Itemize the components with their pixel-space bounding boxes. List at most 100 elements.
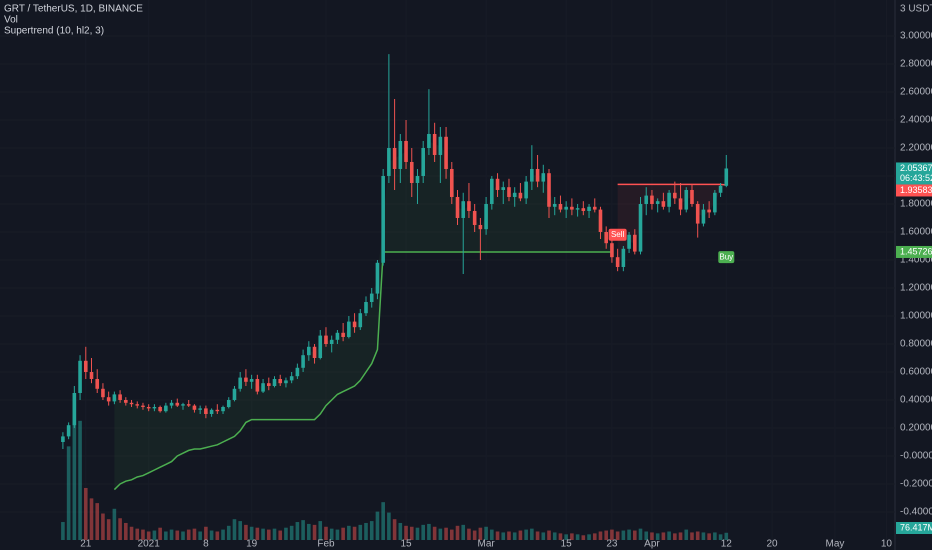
volume-bar [707,533,711,540]
candle-body [272,378,277,386]
candle-body [335,332,340,340]
volume-bar [621,530,626,540]
price-box [896,162,932,185]
volume-bar [78,420,82,540]
volume-bar [718,534,723,540]
candle-body [667,192,671,207]
volume-bar [72,400,77,540]
volume-bar [341,527,345,540]
candle-body [707,209,711,213]
candle-body [650,195,654,204]
candle-body [398,140,403,169]
volume-bar [272,528,277,540]
candle-body [261,383,265,392]
candle-body [364,301,368,314]
volume-bar [381,502,385,540]
x-tick-label: Mar [477,539,495,550]
volume-bar [427,523,431,540]
candle-body [392,147,397,169]
volume-bar [655,533,660,540]
candle-body [352,321,357,328]
volume-bar [449,529,454,540]
candle-body [135,404,140,406]
volume-bar [118,518,122,540]
volume-bar [392,519,397,540]
candle-body [444,136,448,169]
candle-body [295,367,300,377]
candle-body [592,206,597,210]
volume-bar [312,524,317,540]
volume-bar [89,498,94,540]
countdown: 06:43:52 [900,173,932,183]
volume-bar [266,529,271,540]
candle-body [101,388,105,398]
volume-bar [364,522,368,540]
volume-bar [632,530,637,540]
volume-bar [610,529,614,540]
candle-body [284,380,288,384]
volume-bar [186,529,191,540]
volume-price-box [896,522,932,534]
candle-body [221,406,225,412]
candle-body [518,192,523,199]
volume-bar [615,531,620,540]
volume-bar [238,521,242,540]
candle-body [409,161,414,183]
candle-body [535,168,540,182]
candle-body [192,405,197,410]
candle-body [72,392,77,426]
volume-bar [575,534,580,540]
volume-bar [289,525,294,540]
candle-body [78,360,82,393]
candle-body [369,293,374,302]
candle-body [226,399,231,407]
volume-bar [512,532,517,540]
candle-body [644,195,649,204]
candle-body [266,383,271,386]
candle-body [387,147,391,176]
candle-body [118,394,122,400]
candle-body [507,187,511,197]
volume-bar [678,532,683,540]
candle-body [249,378,254,382]
x-tick-label: Apr [644,539,660,550]
x-tick-label: 23 [606,539,618,550]
candle-body [95,378,100,389]
volume-bar [209,530,214,540]
y-unit: 3 USDT [900,4,932,15]
candle-body [301,355,305,368]
candle-body [152,406,157,409]
candle-body [690,189,694,204]
candle-body [146,406,151,409]
volume-bar [467,528,471,540]
candle-body [615,257,620,267]
candle-body [524,181,528,199]
volume-bar [421,524,425,540]
volume-bar [106,519,111,540]
candle-body [318,335,323,358]
volume-bar [713,532,717,540]
supertrend-down-price: 1.93583 [900,185,932,195]
volume-bar [552,532,557,540]
volume-bar [695,531,700,540]
candle-body [512,192,517,197]
volume-bar [472,530,477,540]
candle-body [141,405,145,407]
volume-bar [690,532,694,540]
candle-body [209,409,214,414]
volume-bar [638,528,643,540]
volume-bar [146,531,151,540]
volume-bar [530,528,534,540]
volume-bar [587,534,591,540]
volume-price: 76.417M [900,522,932,532]
candle-body [627,234,631,249]
candle-body [610,243,614,258]
volume-bar [358,524,363,540]
